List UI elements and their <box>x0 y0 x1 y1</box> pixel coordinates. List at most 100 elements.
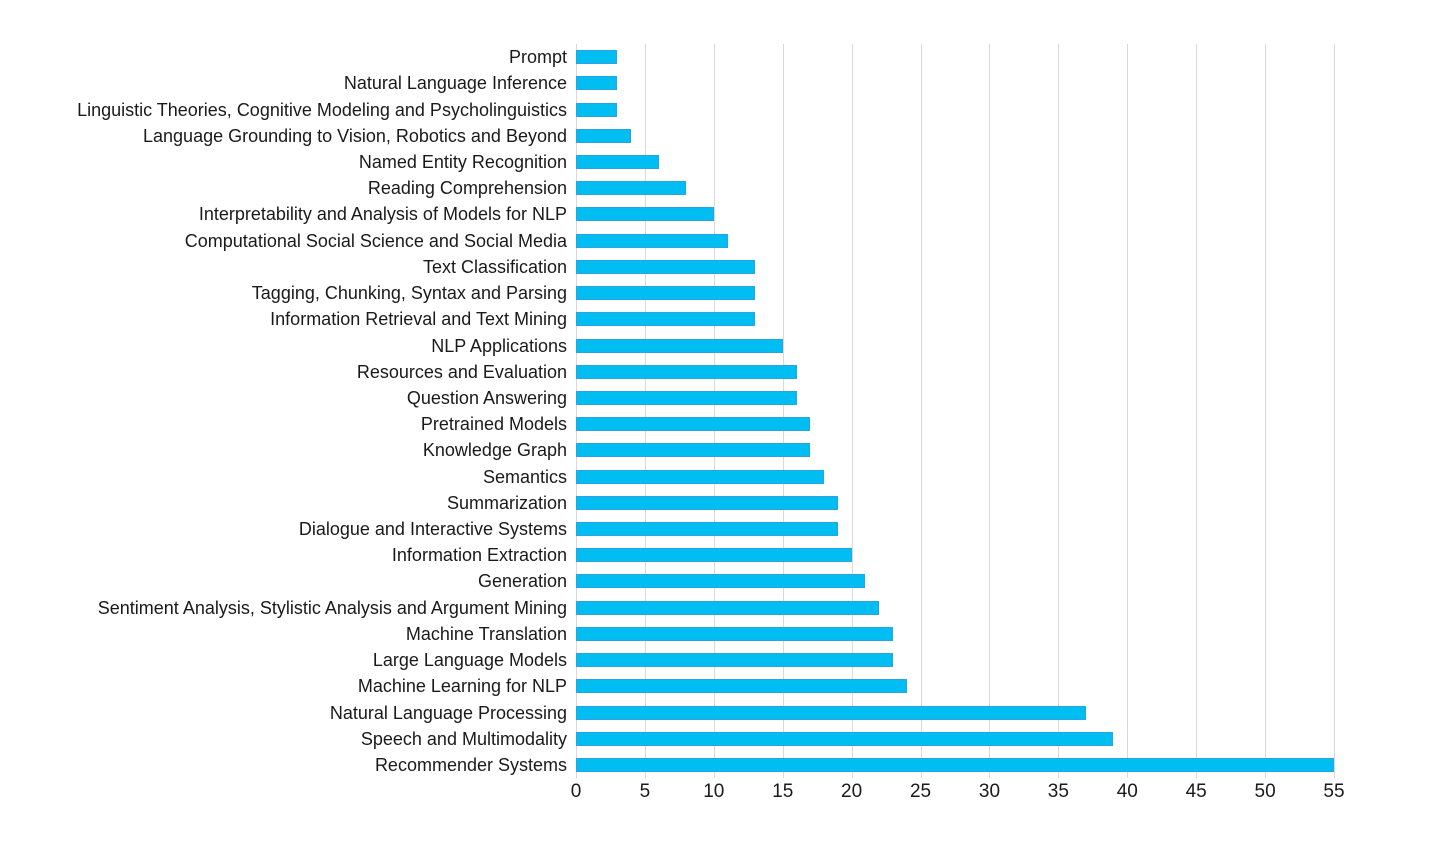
bar-row: Text Classification <box>0 254 1334 280</box>
bar-track <box>576 280 1334 306</box>
x-tick-label: 30 <box>978 781 1001 802</box>
bar-row: Natural Language Processing <box>0 699 1334 725</box>
bar <box>576 338 783 353</box>
bar-track <box>576 752 1334 778</box>
bar-row: Machine Learning for NLP <box>0 673 1334 699</box>
bar-track <box>576 516 1334 542</box>
category-label: Interpretability and Analysis of Models … <box>198 204 567 225</box>
bar-row: Natural Language Inference <box>0 70 1334 96</box>
bar-track <box>576 699 1334 725</box>
bar <box>576 154 659 169</box>
bar-row: Language Grounding to Vision, Robotics a… <box>0 123 1334 149</box>
bar-row: Linguistic Theories, Cognitive Modeling … <box>0 96 1334 122</box>
bar <box>576 233 728 248</box>
category-label: Text Classification <box>422 256 567 277</box>
category-label: Computational Social Science and Social … <box>184 230 567 251</box>
gridlines <box>576 44 1335 778</box>
bar-track <box>576 175 1334 201</box>
bar-track <box>576 542 1334 568</box>
x-tick-label: 50 <box>1254 781 1276 802</box>
gridline <box>1127 44 1129 778</box>
bar <box>576 705 1086 720</box>
category-label: Resources and Evaluation <box>356 361 567 382</box>
x-tick-label: 10 <box>703 781 725 802</box>
bar <box>576 286 756 301</box>
bar-row: Generation <box>0 568 1334 594</box>
gridline <box>644 44 646 778</box>
bar-row: Speech and Multimodality <box>0 726 1334 752</box>
bar-row: Summarization <box>0 490 1334 516</box>
category-label: Dialogue and Interactive Systems <box>298 519 567 540</box>
bar-track <box>576 464 1334 490</box>
gridline <box>713 44 715 778</box>
x-tick-label: 5 <box>639 781 651 802</box>
bar-row: Recommender Systems <box>0 752 1334 778</box>
bar-track <box>576 359 1334 385</box>
category-label: Language Grounding to Vision, Robotics a… <box>143 125 567 146</box>
category-label: Question Answering <box>406 387 567 408</box>
gridline <box>851 44 853 778</box>
bar <box>576 600 880 615</box>
x-tick-label: 0 <box>570 781 582 802</box>
bar <box>576 469 825 484</box>
bar <box>576 181 687 196</box>
x-tick-label: 55 <box>1323 781 1345 802</box>
bar-track <box>576 568 1334 594</box>
gridline <box>1058 44 1060 778</box>
bar-track <box>576 123 1334 149</box>
x-tick-label: 40 <box>1116 781 1138 802</box>
category-label: Reading Comprehension <box>367 178 567 199</box>
bar-row: Information Retrieval and Text Mining <box>0 306 1334 332</box>
category-label: Linguistic Theories, Cognitive Modeling … <box>77 99 567 120</box>
bar-track <box>576 647 1334 673</box>
bar-track <box>576 228 1334 254</box>
x-tick-label: 25 <box>909 781 932 802</box>
bar-track <box>576 385 1334 411</box>
bar-track <box>576 621 1334 647</box>
bar-row: Tagging, Chunking, Syntax and Parsing <box>0 280 1334 306</box>
bar <box>576 758 1334 773</box>
gridline <box>1265 44 1267 778</box>
category-label: Tagging, Chunking, Syntax and Parsing <box>251 283 567 304</box>
category-label: Sentiment Analysis, Stylistic Analysis a… <box>97 597 567 618</box>
bar <box>576 390 797 405</box>
category-label: Natural Language Inference <box>343 73 567 94</box>
bar-row: Reading Comprehension <box>0 175 1334 201</box>
bar-track <box>576 437 1334 463</box>
gridline <box>1196 44 1198 778</box>
category-label: NLP Applications <box>431 335 567 356</box>
bar <box>576 495 838 510</box>
bar-row: Semantics <box>0 464 1334 490</box>
bar-row: Question Answering <box>0 385 1334 411</box>
x-tick-label: 35 <box>1047 781 1069 802</box>
bar <box>576 417 811 432</box>
bar-track <box>576 411 1334 437</box>
bar <box>576 574 866 589</box>
bar-track <box>576 70 1334 96</box>
x-tick-label: 45 <box>1185 781 1207 802</box>
category-label: Recommender Systems <box>374 755 567 776</box>
category-label: Prompt <box>508 47 567 68</box>
bar-track <box>576 306 1334 332</box>
bar <box>576 443 811 458</box>
chart-rows: Prompt Natural Language Inference Linguist… <box>0 44 1334 778</box>
bar-row: Interpretability and Analysis of Models … <box>0 201 1334 227</box>
bar-row: Prompt <box>0 44 1334 70</box>
bar-track <box>576 201 1334 227</box>
bar-track <box>576 673 1334 699</box>
x-axis-tick-labels: 0 5 10 15 20 25 30 35 40 45 50 55 <box>571 781 1345 808</box>
bar <box>576 653 893 668</box>
bar <box>576 102 618 117</box>
bar-track <box>576 726 1334 752</box>
bar <box>576 207 714 222</box>
bar-track <box>576 44 1334 70</box>
bar <box>576 312 756 327</box>
category-label: Natural Language Processing <box>329 702 567 723</box>
category-label: Pretrained Models <box>420 414 567 435</box>
gridline <box>1334 44 1335 778</box>
category-label: Information Extraction <box>391 545 567 566</box>
gridline <box>782 44 784 778</box>
bar-row: Pretrained Models <box>0 411 1334 437</box>
bar-row: Computational Social Science and Social … <box>0 228 1334 254</box>
